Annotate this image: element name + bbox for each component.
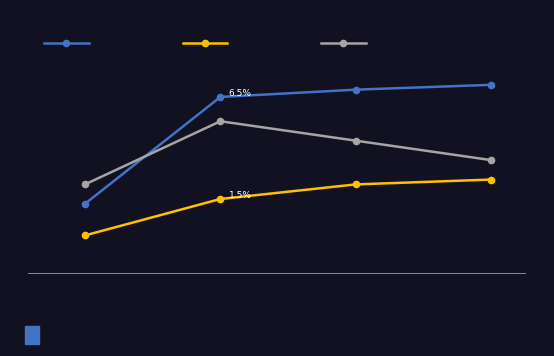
Text: 6.5%: 6.5%: [229, 89, 252, 98]
Text: 1.5%: 1.5%: [229, 190, 252, 200]
